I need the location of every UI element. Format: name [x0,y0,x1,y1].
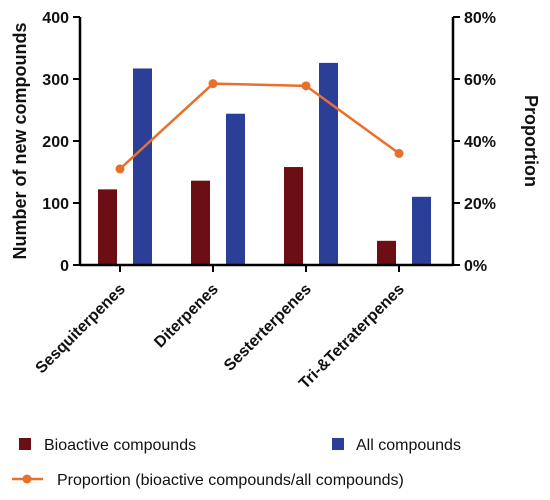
proportion-point [301,81,311,91]
y2-tick-label: 20% [464,196,496,213]
bar-all [133,68,152,266]
right-axis-title-group: Proportion [521,95,541,187]
left-axis-title-group: Number of new compounds [10,22,30,259]
proportion-line [119,82,400,170]
y2-tick-label: 40% [464,134,496,151]
bar-all [226,113,245,265]
y2-axis-title: Proportion [521,95,541,187]
y-tick-label: 0 [60,258,69,275]
legend: Bioactive compounds All compounds Proporti… [12,437,461,489]
legend-label-proportion: Proportion (bioactive compounds/all comp… [57,472,404,489]
legend-label-bioactive: Bioactive compounds [44,437,196,454]
bar-bioactive [284,167,303,265]
legend-swatch-bioactive [19,438,31,450]
bar-bioactive [98,189,117,265]
bar-bioactive [191,180,210,265]
y-tick-label: 100 [42,196,69,213]
legend-marker-proportion [22,474,32,484]
bar-all [412,196,431,265]
x-category-label: Sesterterpenes [221,281,315,375]
y2-tick-label: 60% [464,72,496,89]
proportion-point [115,164,125,174]
legend-swatch-all [332,438,344,450]
proportion-point [394,148,404,158]
y-tick-label: 300 [42,72,69,89]
proportion-point [208,79,218,89]
plot-area: 0 100 200 300 400 0% 20% 40% 60% 80% Sesquiterpene… [33,10,496,393]
legend-label-all: All compounds [356,437,461,454]
y-tick-label: 400 [42,10,69,27]
y2-tick-label: 80% [464,10,496,27]
y-tick-label: 200 [42,134,69,151]
y2-tick-label: 0% [464,258,487,275]
x-category-label: Sesquiterpenes [33,281,129,377]
x-category-label: Tri-&Tetraterpenes [296,281,408,393]
bar-all [319,62,338,265]
bar-bioactive [377,240,396,265]
x-category-label: Diterpenes [151,281,222,352]
y-axis-title: Number of new compounds [10,22,30,259]
